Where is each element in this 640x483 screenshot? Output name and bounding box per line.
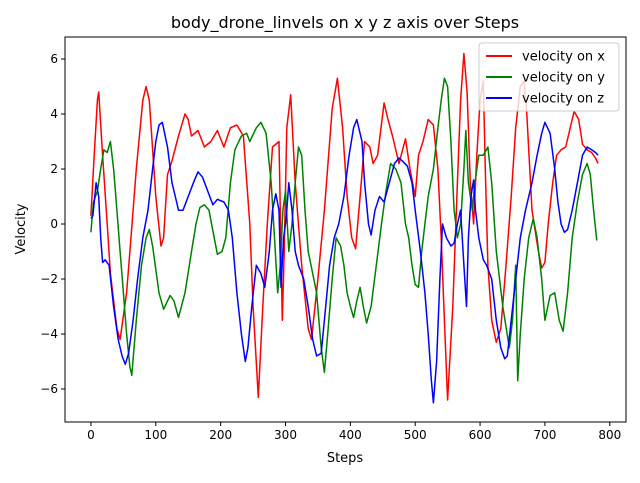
series-line-y	[90, 77, 598, 382]
y-tick-label: 4	[50, 107, 58, 121]
x-tick-label: 0	[87, 428, 95, 442]
x-tick-label: 100	[144, 428, 167, 442]
y-tick-label: 2	[50, 162, 58, 176]
y-tick-label: 0	[50, 217, 58, 231]
legend-label: velocity on x	[522, 50, 605, 65]
y-tick-label: −4	[40, 327, 58, 341]
y-tick-label: −2	[40, 272, 58, 286]
legend: velocity on x velocity on y velocity on z	[478, 42, 620, 112]
x-axis-ticks: 0 100 200 300 400 500 600 700 800	[87, 422, 621, 442]
legend-box	[478, 42, 620, 112]
legend-label: velocity on z	[522, 92, 604, 107]
x-tick-label: 400	[339, 428, 362, 442]
y-tick-label: 6	[50, 52, 58, 66]
chart-title: body_drone_linvels on x y z axis over St…	[171, 13, 519, 33]
y-tick-label: −6	[40, 382, 58, 396]
x-axis-label: Steps	[327, 451, 364, 466]
axes-frame	[64, 36, 627, 423]
x-tick-label: 500	[404, 428, 427, 442]
x-tick-label: 700	[533, 428, 556, 442]
x-tick-label: 800	[598, 428, 621, 442]
legend-label: velocity on y	[522, 71, 605, 86]
x-tick-label: 300	[274, 428, 297, 442]
series-line-z	[90, 118, 599, 404]
y-axis-ticks: −6 −4 −2 0 2 4 6	[40, 52, 65, 396]
x-tick-label: 200	[209, 428, 232, 442]
y-axis-label: Velocity	[14, 203, 29, 254]
x-tick-label: 600	[469, 428, 492, 442]
